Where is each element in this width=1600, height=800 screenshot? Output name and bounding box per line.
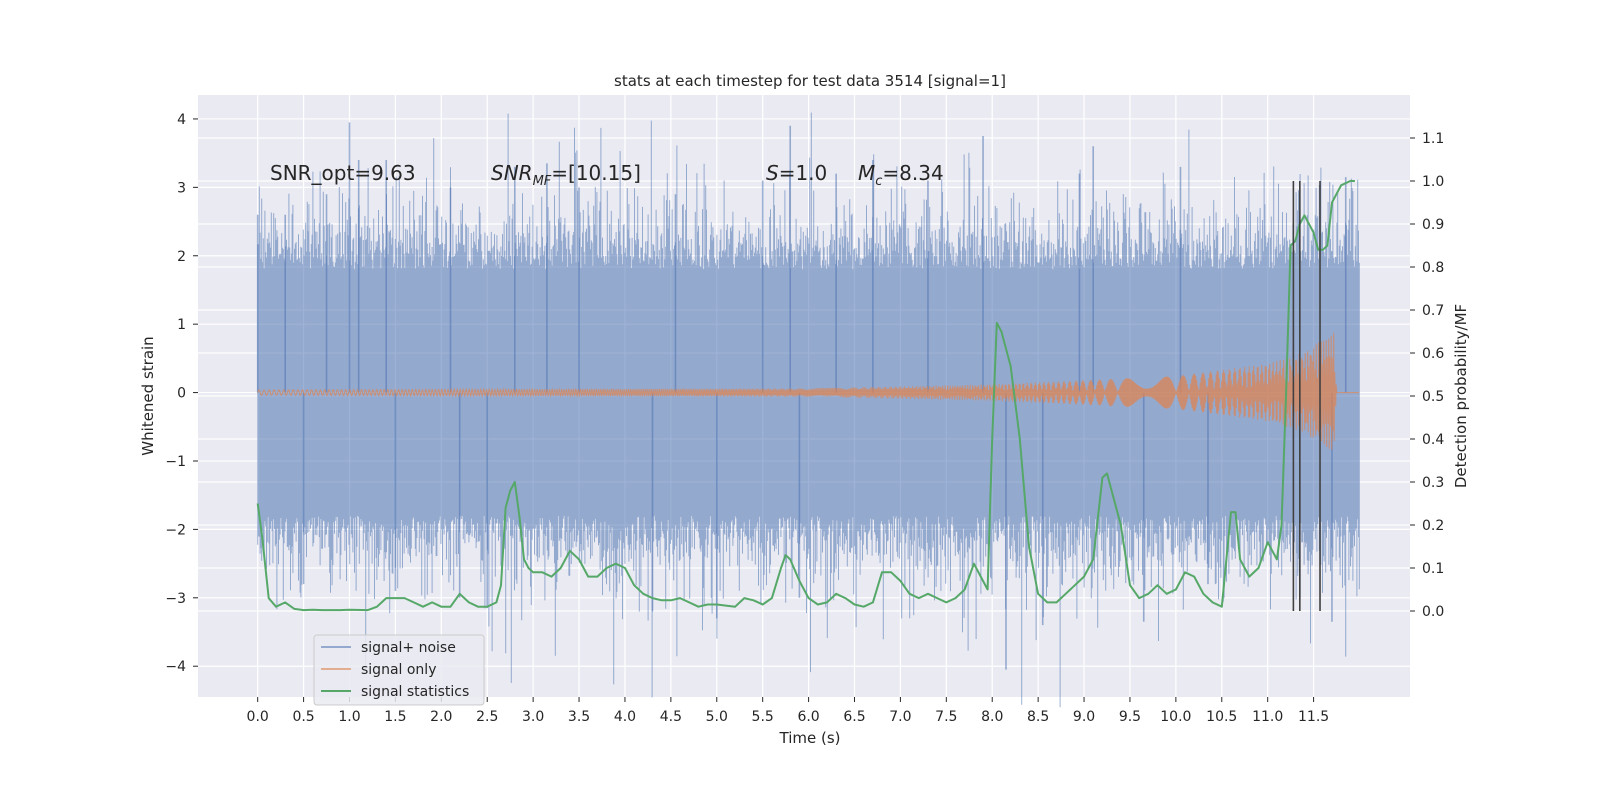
y2-tick-label: 0.5 (1422, 389, 1444, 405)
x-tick-label: 2.5 (476, 709, 498, 725)
legend-box (313, 634, 485, 706)
annotations: SNR_opt=9.63 SNRMF=[10.15] S=1.0 Mc=8.34 (270, 161, 944, 189)
annotation-main: S (766, 161, 779, 185)
y2-tick-label: 1.0 (1422, 174, 1444, 190)
x-tick-label: 1.0 (338, 709, 360, 725)
x-tick-label: 7.0 (889, 709, 911, 725)
y-tick-label: 2 (177, 249, 186, 265)
x-tick-label: 6.0 (797, 709, 819, 725)
y-tick-label: −2 (165, 522, 186, 538)
y2-axis-label: Detection probability/MF (1452, 304, 1470, 488)
x-tick-label: 3.0 (522, 709, 544, 725)
x-axis-label: Time (s) (779, 729, 841, 747)
x-tick-label: 8.0 (981, 709, 1003, 725)
x-tick-label: 9.0 (1073, 709, 1095, 725)
y-tick-label: −4 (165, 659, 186, 675)
annotation-sub: MF (533, 174, 552, 189)
annotation-main: M (858, 161, 875, 185)
annotation-sub: c (875, 174, 882, 189)
y2-tick-label: 0.4 (1422, 432, 1444, 448)
x-tick-label: 1.5 (384, 709, 406, 725)
vertical-markers (1292, 181, 1321, 611)
x-tick-label: 10.0 (1160, 709, 1191, 725)
legend-label-noise: signal+ noise (361, 640, 456, 656)
chart-title: stats at each timestep for test data 351… (614, 72, 1006, 90)
x-tick-label: 11.5 (1298, 709, 1329, 725)
x-tick-label: 4.5 (660, 709, 682, 725)
y-tick-label: 0 (177, 386, 186, 402)
x-tick-label: 6.5 (843, 709, 865, 725)
y-tick-label: 1 (177, 317, 186, 333)
signal-series-layer (257, 332, 1360, 450)
x-tick-label: 9.5 (1119, 709, 1141, 725)
x-tick-label: 4.0 (614, 709, 636, 725)
annotation-main: SNR_opt=9.63 (270, 161, 416, 185)
y2-tick-label: 0.2 (1422, 518, 1444, 534)
y2-tick-label: 0.8 (1422, 260, 1444, 276)
y-axis-label: Whitened strain (139, 336, 157, 455)
annotation-rest: =[10.15] (551, 161, 641, 185)
y2-tick-label: 0.9 (1422, 217, 1444, 233)
x-tick-label: 5.0 (706, 709, 728, 725)
y2-tick-label: 0.7 (1422, 303, 1444, 319)
annotation-3: Mc=8.34 (858, 161, 944, 189)
stats-trace (256, 180, 1355, 612)
legend: signal+ noise signal only signal statist… (313, 634, 485, 706)
x-tick-label: 7.5 (935, 709, 957, 725)
x-tick-label: 0.0 (247, 709, 269, 725)
annotation-1: SNRMF=[10.15] (491, 161, 641, 189)
x-tick-label: 5.5 (752, 709, 774, 725)
y2-tick-label: 0.0 (1422, 604, 1444, 620)
stats-series-layer (256, 180, 1355, 612)
legend-label-signal: signal only (361, 662, 436, 678)
y2-tick-label: 0.6 (1422, 346, 1444, 362)
y-tick-label: 4 (177, 112, 186, 128)
x-tick-label: 11.0 (1252, 709, 1283, 725)
x-tick-label: 0.5 (292, 709, 314, 725)
x-tick-label: 3.5 (568, 709, 590, 725)
legend-label-stats: signal statistics (361, 684, 469, 700)
y2-tick-label: 0.3 (1422, 475, 1444, 491)
y2-tick-label: 1.1 (1422, 131, 1444, 147)
annotation-0: SNR_opt=9.63 (270, 161, 416, 185)
annotation-2: S=1.0 (766, 161, 827, 185)
annotation-rest: =8.34 (882, 161, 943, 185)
annotation-rest: =1.0 (779, 161, 828, 185)
axes: 0.0 0.5 1.0 1.5 2.0 2.5 3.0 3.5 4.0 4.5 5.0 5.5 6.0 6… (165, 112, 1444, 725)
x-tick-label: 8.5 (1027, 709, 1049, 725)
annotation-main: SNR (491, 161, 533, 185)
signal-trace (257, 332, 1360, 450)
y-tick-label: 3 (177, 180, 186, 196)
y2-tick-label: 0.1 (1422, 561, 1444, 577)
x-tick-label: 10.5 (1206, 709, 1237, 725)
y-tick-label: −3 (165, 591, 186, 607)
y-tick-label: −1 (165, 454, 186, 470)
x-tick-label: 2.0 (430, 709, 452, 725)
